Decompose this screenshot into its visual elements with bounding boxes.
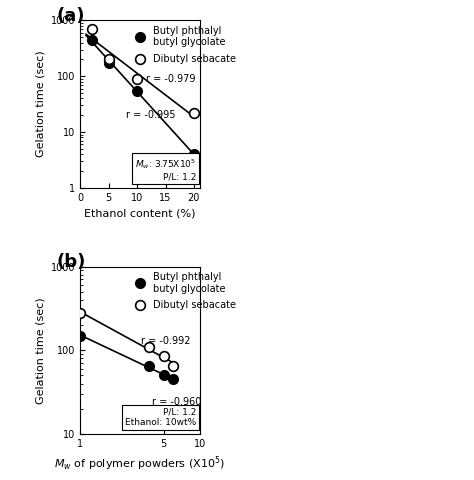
Text: r = -0.992: r = -0.992 (141, 336, 190, 346)
Text: (b): (b) (56, 253, 86, 271)
X-axis label: $M_w$ of polymer powders (X10$^5$): $M_w$ of polymer powders (X10$^5$) (55, 455, 226, 473)
X-axis label: Ethanol content (%): Ethanol content (%) (84, 208, 196, 218)
Legend: Butyl phthalyl
butyl glycolate, Dibutyl sebacate: Butyl phthalyl butyl glycolate, Dibutyl … (126, 22, 240, 68)
Text: r = -0.995: r = -0.995 (126, 110, 175, 120)
Y-axis label: Gelation time (sec): Gelation time (sec) (36, 51, 46, 157)
Text: P/L: 1.2
Ethanol: 10wt%: P/L: 1.2 Ethanol: 10wt% (125, 408, 196, 427)
Y-axis label: Gelation time (sec): Gelation time (sec) (36, 297, 46, 404)
Text: r = -0.979: r = -0.979 (146, 73, 195, 84)
Legend: Butyl phthalyl
butyl glycolate, Dibutyl sebacate: Butyl phthalyl butyl glycolate, Dibutyl … (126, 268, 240, 314)
Text: r = -0.960: r = -0.960 (152, 397, 201, 408)
Text: $M_w$: 3.75X$10^5$
P/L: 1.2: $M_w$: 3.75X$10^5$ P/L: 1.2 (135, 157, 196, 181)
Text: (a): (a) (56, 7, 85, 25)
